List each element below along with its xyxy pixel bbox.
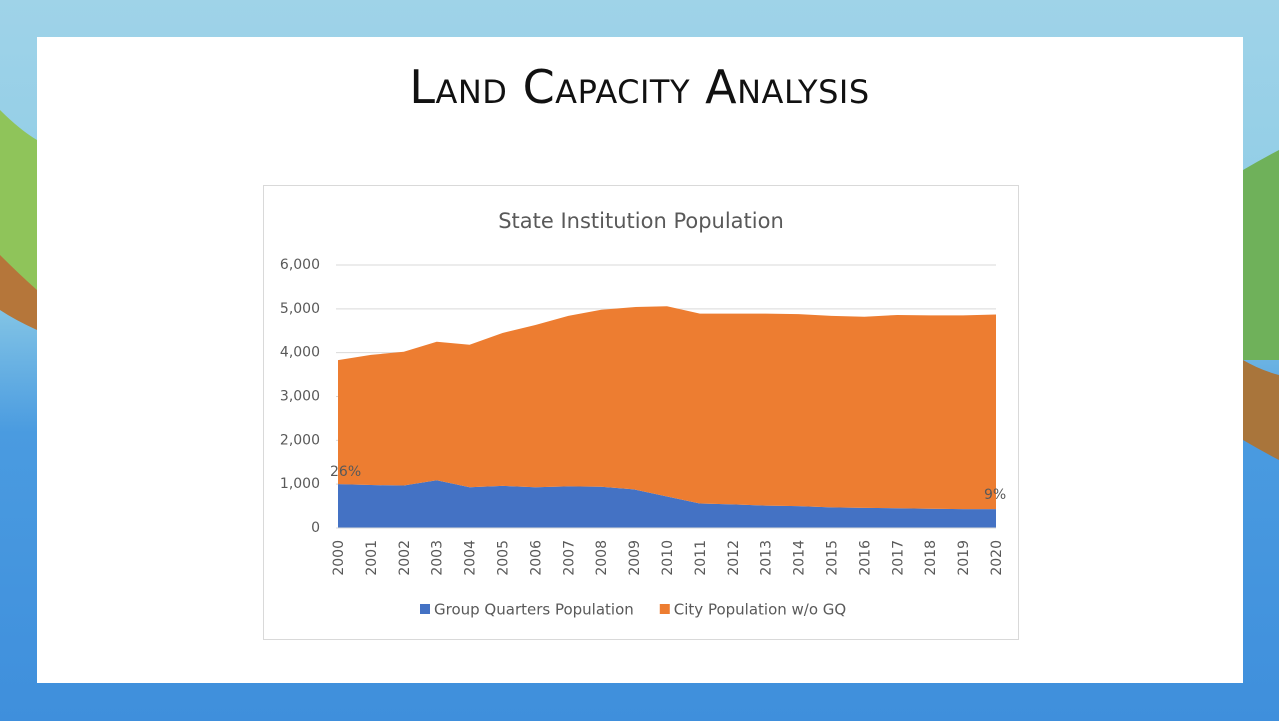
x-tick-label: 2011	[693, 540, 709, 576]
y-tick-label: 1,000	[280, 476, 320, 492]
x-tick-label: 2010	[660, 540, 676, 576]
x-tick-label: 2015	[825, 540, 841, 576]
chart: State Institution Population 0 1,000 2,000…	[0, 0, 1279, 721]
x-tick-label: 2018	[923, 540, 939, 576]
legend-swatch	[420, 604, 430, 614]
legend-label: City Population w/o GQ	[674, 601, 846, 619]
x-tick-label: 2002	[397, 540, 413, 576]
x-tick-label: 2020	[989, 540, 1005, 576]
x-tick-label: 2014	[792, 540, 808, 576]
x-tick-label: 2017	[890, 540, 906, 576]
x-tick-label: 2006	[528, 540, 544, 576]
legend-label: Group Quarters Population	[434, 601, 634, 619]
x-tick-label: 2004	[463, 540, 479, 576]
x-tick-label: 2012	[726, 540, 742, 576]
x-tick-label: 2009	[627, 540, 643, 576]
y-tick-label: 4,000	[280, 345, 320, 361]
y-tick-label: 6,000	[280, 257, 320, 273]
x-tick-label: 2003	[430, 540, 446, 576]
x-tick-label: 2016	[857, 540, 873, 576]
y-tick-label: 5,000	[280, 301, 320, 317]
x-tick-label: 2000	[331, 540, 347, 576]
y-tick-label: 3,000	[280, 389, 320, 405]
x-tick-label: 2013	[759, 540, 775, 576]
x-tick-label: 2019	[956, 540, 972, 576]
legend-swatch	[660, 604, 670, 614]
data-label: 9%	[984, 487, 1006, 503]
y-tick-label: 2,000	[280, 432, 320, 448]
x-tick-label: 2007	[561, 540, 577, 576]
data-label: 26%	[330, 464, 361, 480]
slide: Land Capacity Analysis State Institution…	[0, 0, 1279, 721]
x-tick-label: 2001	[364, 540, 380, 576]
x-tick-label: 2005	[496, 540, 512, 576]
chart-title: State Institution Population	[498, 209, 784, 233]
y-tick-label: 0	[311, 520, 320, 536]
x-tick-label: 2008	[594, 540, 610, 576]
